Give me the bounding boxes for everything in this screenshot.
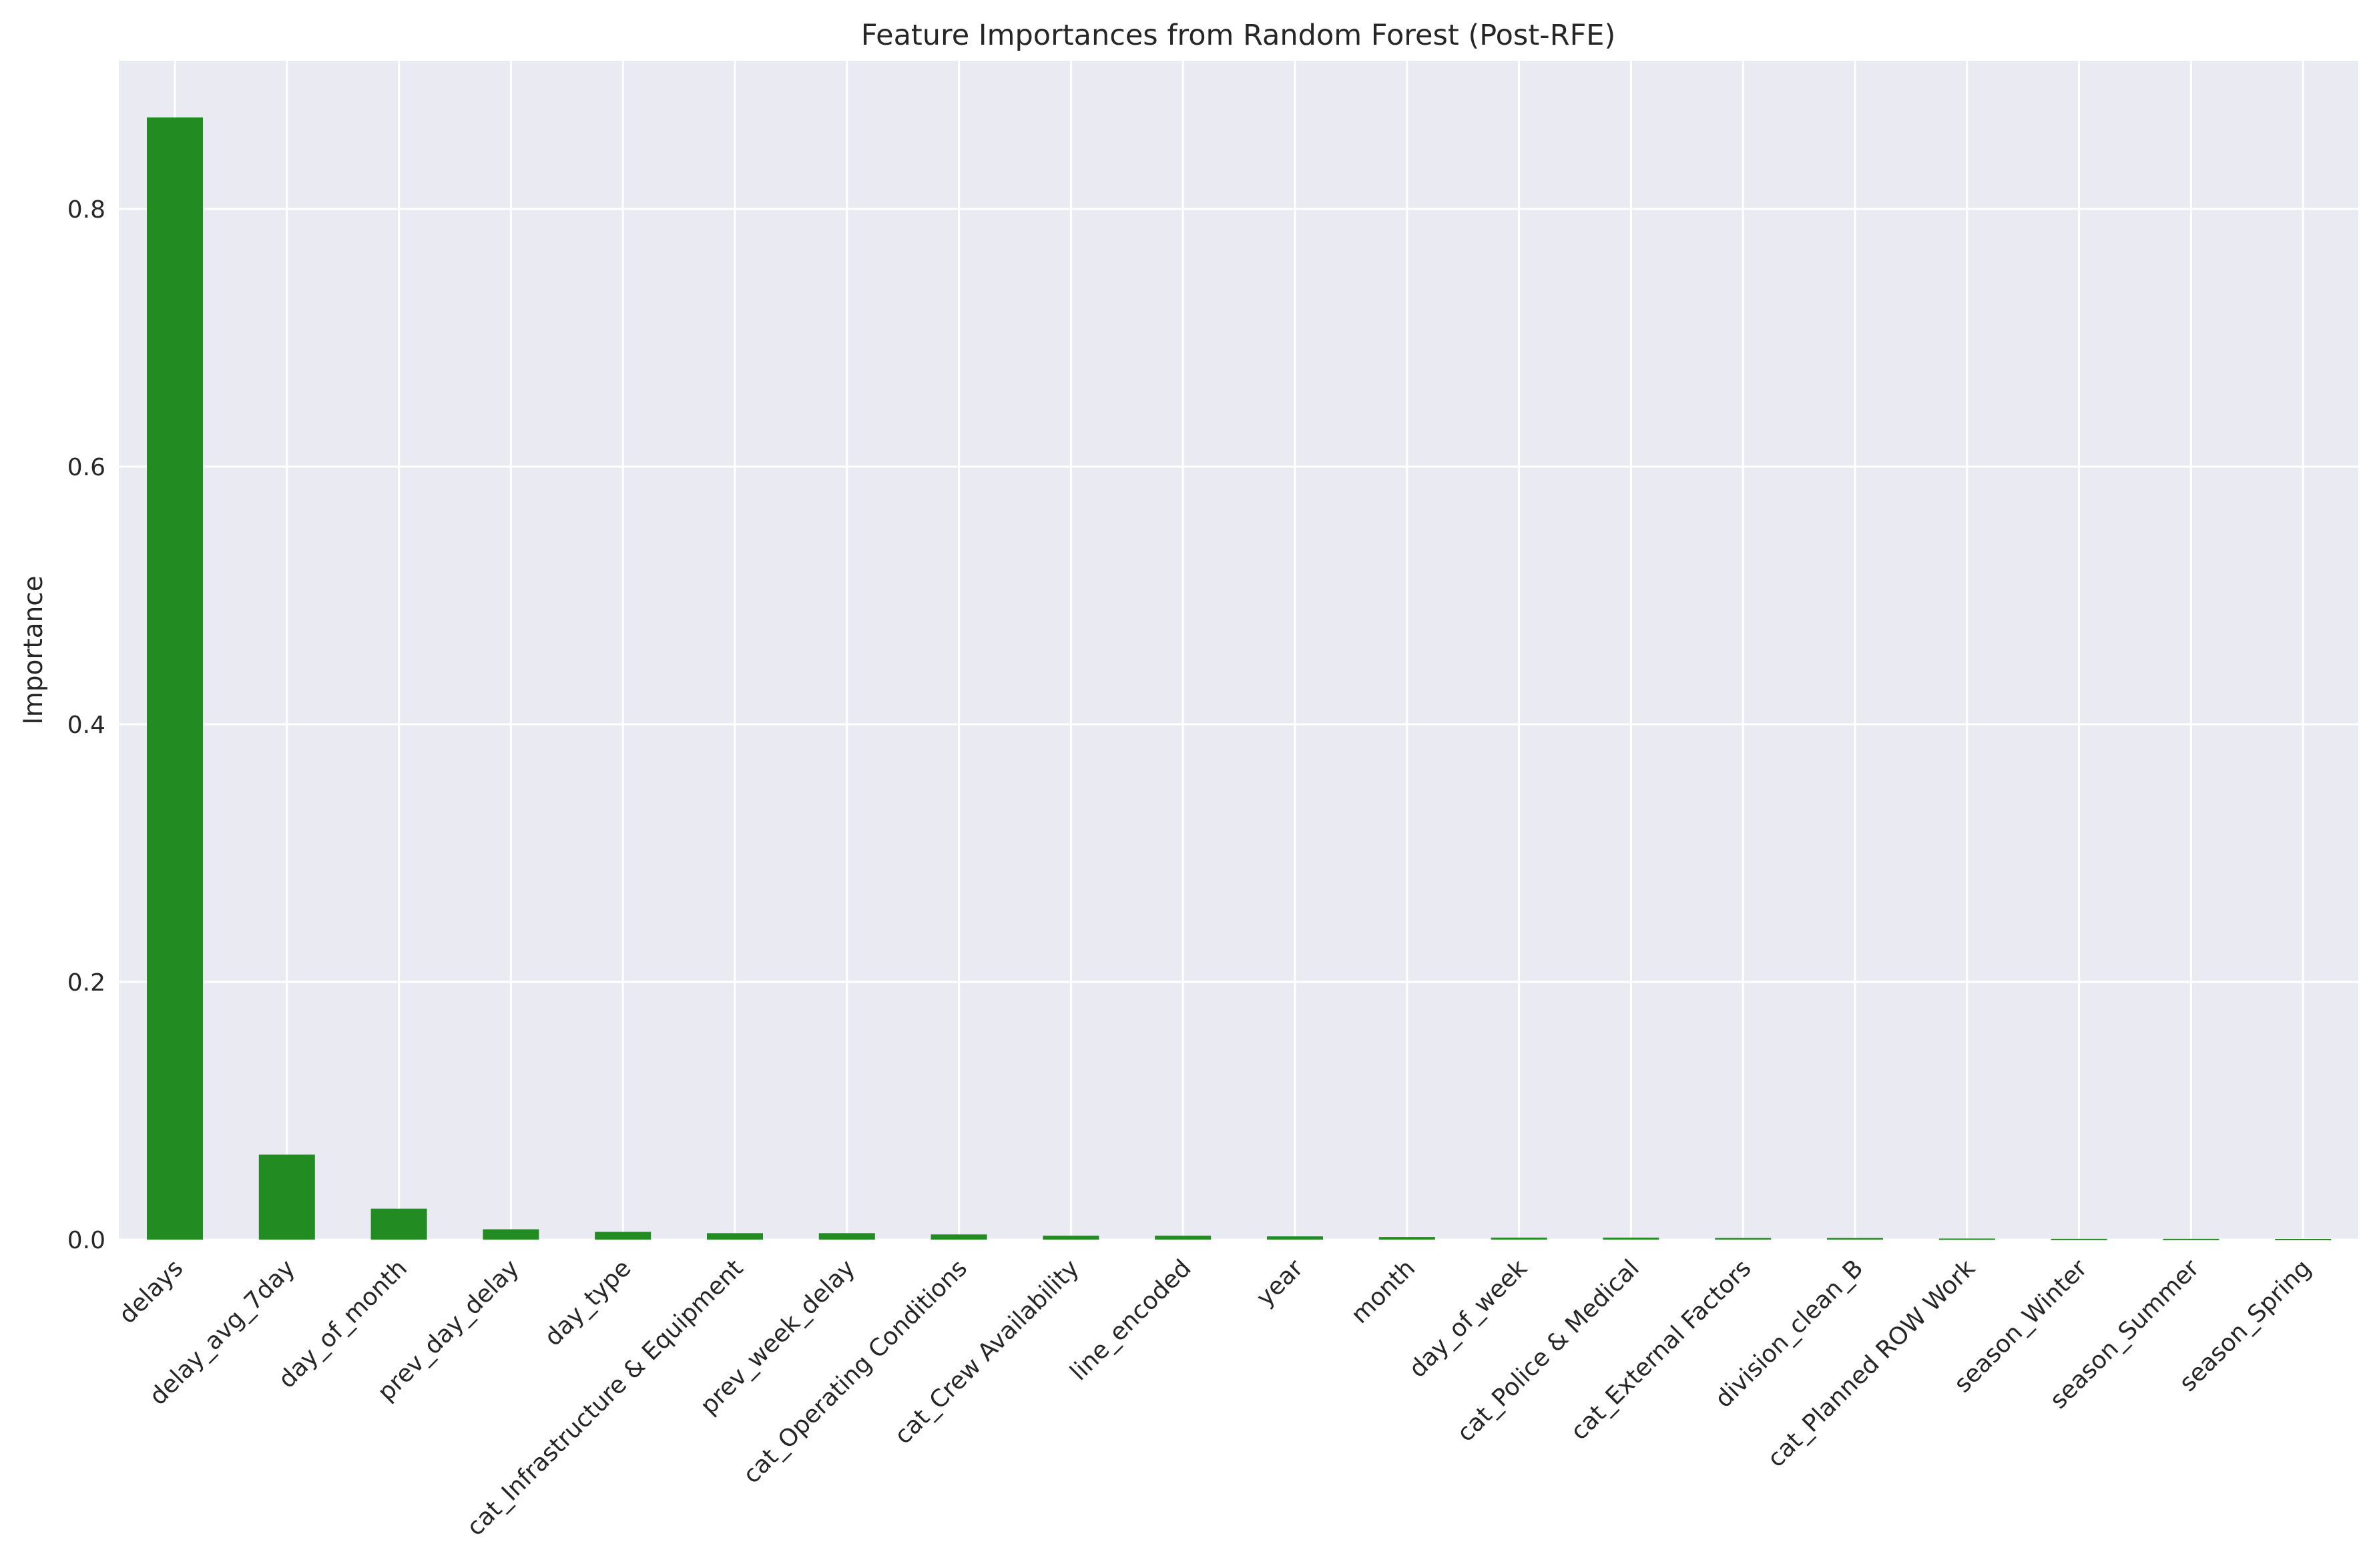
y-tick-label: 0.2 [67, 969, 105, 997]
x-tick-label: day_of_week [1404, 1254, 1533, 1383]
x-tick-label: year [1252, 1254, 1309, 1312]
bar [1043, 1236, 1099, 1240]
bar [1827, 1238, 1883, 1240]
plot-area [119, 61, 2358, 1240]
x-tick-label: cat_Operating Conditions [738, 1254, 973, 1489]
chart-title: Feature Importances from Random Forest (… [861, 19, 1616, 52]
bar [1938, 1238, 1995, 1240]
bar [1267, 1236, 1323, 1240]
bar [147, 117, 203, 1240]
y-tick-label: 0.0 [67, 1227, 105, 1254]
bar [2163, 1238, 2219, 1240]
bars [147, 117, 2332, 1241]
x-tick-label: cat_External Factors [1565, 1254, 1756, 1445]
bar [1715, 1238, 1772, 1240]
y-tick-label: 0.4 [67, 712, 105, 739]
bar [2051, 1238, 2107, 1240]
bar [1155, 1236, 1212, 1240]
bar [1603, 1238, 1659, 1240]
bar [595, 1232, 651, 1240]
bar [370, 1208, 427, 1240]
y-axis-ticks: 0.0 0.2 0.4 0.6 0.8 [67, 196, 105, 1254]
bar [931, 1234, 987, 1240]
x-tick-label: month [1346, 1254, 1421, 1329]
bar [818, 1233, 875, 1240]
x-tick-label: cat_Police & Medical [1452, 1254, 1645, 1447]
y-tick-label: 0.8 [67, 196, 105, 224]
bar [483, 1229, 539, 1240]
y-axis-label: Importance [19, 575, 49, 725]
y-tick-label: 0.6 [67, 454, 105, 481]
x-tick-label: cat_Planned ROW Work [1762, 1254, 1981, 1473]
bar [258, 1154, 315, 1240]
bar [1378, 1237, 1435, 1240]
bar [1491, 1238, 1547, 1240]
bar [707, 1233, 763, 1240]
x-tick-label: cat_Crew Availability [889, 1254, 1084, 1449]
x-tick-label: day_type [539, 1254, 636, 1351]
x-axis-ticks: delaysdelay_avg_7dayday_of_monthprev_day… [114, 1254, 2317, 1541]
bar [2275, 1239, 2332, 1241]
x-tick-label: line_encoded [1065, 1254, 1197, 1386]
x-tick-label: delays [114, 1254, 189, 1329]
